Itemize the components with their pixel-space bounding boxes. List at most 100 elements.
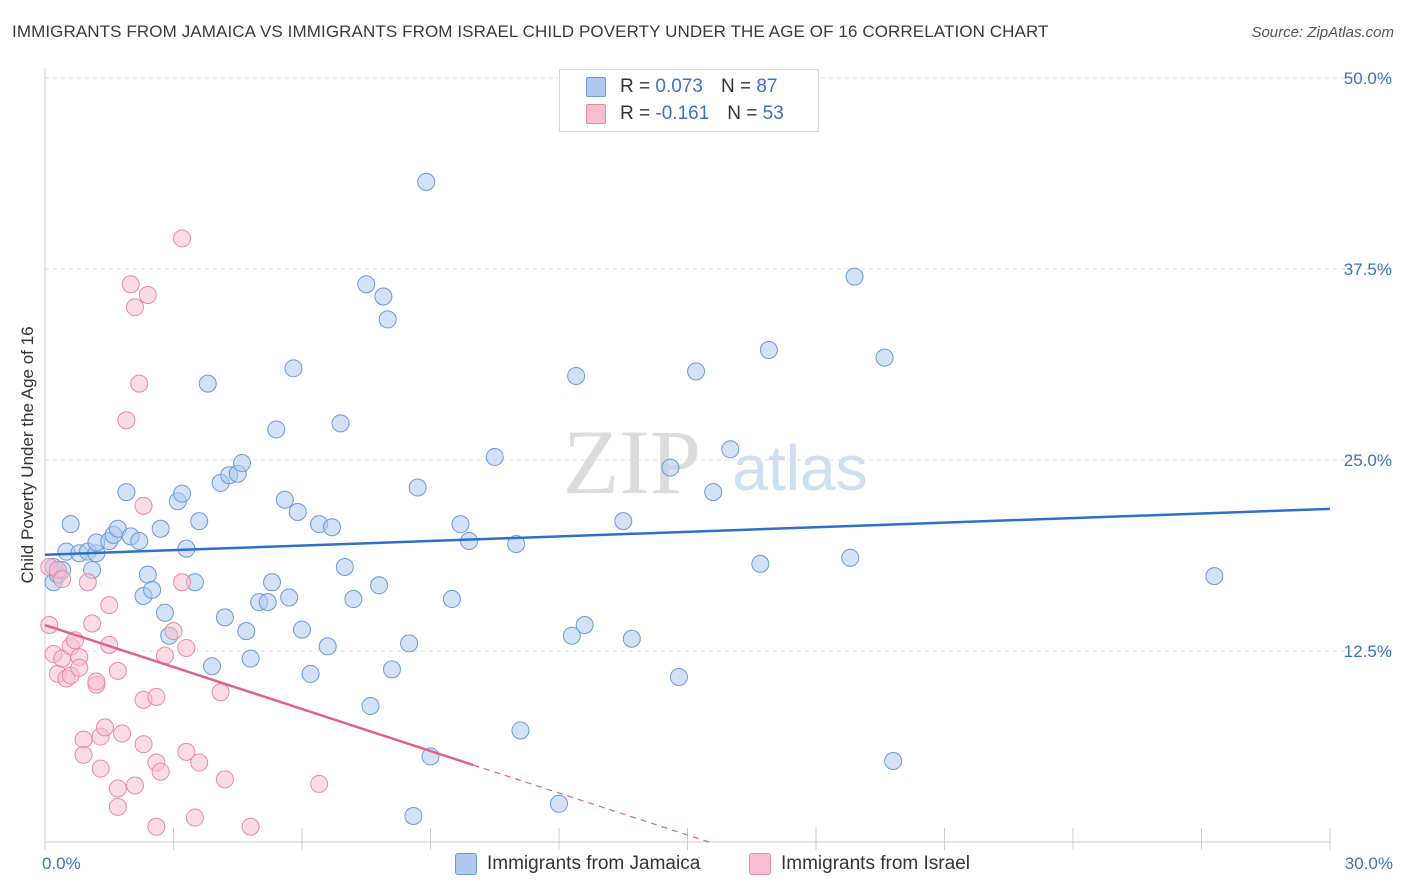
legend-r-value: -0.161 <box>655 103 710 124</box>
data-point-jamaica <box>293 620 311 639</box>
trend-layer <box>44 507 1331 843</box>
points-layer <box>40 172 1224 836</box>
data-point-israel <box>138 285 157 304</box>
data-point-jamaica <box>335 557 354 576</box>
data-point-israel <box>87 672 106 691</box>
data-point-jamaica <box>669 667 688 686</box>
bottom-legend-label: Immigrants from Israel <box>781 853 970 874</box>
data-point-israel <box>173 573 192 592</box>
data-point-jamaica <box>301 664 320 683</box>
data-point-israel <box>108 661 127 680</box>
data-point-jamaica <box>143 580 162 599</box>
data-point-israel <box>70 658 89 677</box>
data-point-israel <box>40 616 59 635</box>
data-point-israel <box>173 229 192 248</box>
data-point-israel <box>95 718 114 737</box>
data-point-jamaica <box>841 548 860 567</box>
legend-swatch-jamaica <box>586 77 606 97</box>
legend-r-label: R = <box>620 103 651 124</box>
legend-n-label: N = <box>727 103 758 124</box>
data-point-israel <box>241 817 260 836</box>
legend-n-label: N = <box>720 76 752 97</box>
data-point-jamaica <box>661 458 680 477</box>
data-point-jamaica <box>451 515 470 534</box>
x-tick-label: 30.0% <box>1345 854 1393 873</box>
trend-line-jamaica <box>44 507 1331 556</box>
data-point-israel <box>164 622 183 641</box>
legend-n-value: 53 <box>762 103 784 124</box>
legend-n-value: 87 <box>756 76 778 97</box>
data-point-jamaica <box>361 697 380 716</box>
bottom-swatch-israel <box>749 853 771 875</box>
trend-line-extension-israel <box>473 764 710 843</box>
data-point-jamaica <box>485 447 504 466</box>
data-point-jamaica <box>203 657 222 676</box>
data-point-israel <box>91 759 110 778</box>
data-point-jamaica <box>318 637 337 656</box>
data-point-israel <box>78 573 97 592</box>
data-point-israel <box>177 638 196 657</box>
data-point-jamaica <box>370 576 389 595</box>
data-point-jamaica <box>378 310 397 329</box>
data-point-jamaica <box>884 752 903 771</box>
data-point-jamaica <box>130 531 149 550</box>
data-point-jamaica <box>567 366 586 385</box>
data-point-jamaica <box>845 267 864 286</box>
data-point-jamaica <box>138 565 157 584</box>
bottom-legend-label: Immigrants from Jamaica <box>487 853 701 874</box>
bottom-legend-israel: Immigrants from Israel <box>749 851 970 877</box>
data-point-jamaica <box>622 629 641 648</box>
data-point-israel <box>74 745 93 764</box>
data-point-israel <box>134 496 153 515</box>
data-point-jamaica <box>417 172 436 191</box>
legend-row-jamaica: R = 0.073 N = 87 <box>586 74 777 100</box>
data-point-jamaica <box>344 590 363 609</box>
data-point-jamaica <box>687 362 706 381</box>
data-point-jamaica <box>1205 567 1224 586</box>
data-point-israel <box>74 730 93 749</box>
data-point-jamaica <box>267 420 286 439</box>
data-point-jamaica <box>614 512 633 531</box>
data-point-jamaica <box>507 535 526 554</box>
data-point-israel <box>125 776 144 795</box>
data-point-jamaica <box>322 518 341 537</box>
data-point-jamaica <box>233 454 252 473</box>
data-point-jamaica <box>404 807 423 826</box>
legend-swatch-israel <box>586 104 606 124</box>
data-point-jamaica <box>374 287 393 306</box>
data-point-jamaica <box>198 374 217 393</box>
y-tick-label: 37.5% <box>1344 260 1392 279</box>
correlation-legend: R = 0.073 N = 87 R = -0.161 N = 53 <box>559 69 819 132</box>
data-point-israel <box>185 808 204 827</box>
legend-r-value: 0.073 <box>655 76 703 97</box>
data-point-israel <box>53 570 72 589</box>
y-tick-label: 50.0% <box>1344 69 1392 88</box>
data-point-jamaica <box>704 483 723 502</box>
data-point-jamaica <box>190 512 209 531</box>
data-point-jamaica <box>280 588 299 607</box>
data-point-israel <box>121 275 140 294</box>
watermark-zip: ZIP <box>563 411 701 513</box>
data-point-jamaica <box>875 348 894 367</box>
axis-layer <box>44 68 1331 850</box>
data-point-israel <box>190 753 209 772</box>
data-point-israel <box>113 724 132 743</box>
data-point-israel <box>211 683 230 702</box>
data-point-israel <box>151 762 170 781</box>
chart-title: IMMIGRANTS FROM JAMAICA VS IMMIGRANTS FR… <box>12 22 1049 41</box>
data-point-jamaica <box>288 502 307 521</box>
data-point-jamaica <box>61 515 80 534</box>
data-point-jamaica <box>151 519 170 538</box>
data-point-jamaica <box>284 359 303 378</box>
data-point-jamaica <box>275 490 294 509</box>
data-point-jamaica <box>241 649 260 668</box>
data-point-israel <box>130 374 149 393</box>
data-point-jamaica <box>400 634 419 653</box>
data-point-jamaica <box>575 616 594 635</box>
chart-source: Source: ZipAtlas.com <box>1251 24 1394 41</box>
data-point-israel <box>147 817 166 836</box>
data-point-jamaica <box>331 414 350 433</box>
data-point-jamaica <box>258 593 277 612</box>
data-point-jamaica <box>237 622 256 641</box>
trend-line-israel <box>44 623 474 767</box>
